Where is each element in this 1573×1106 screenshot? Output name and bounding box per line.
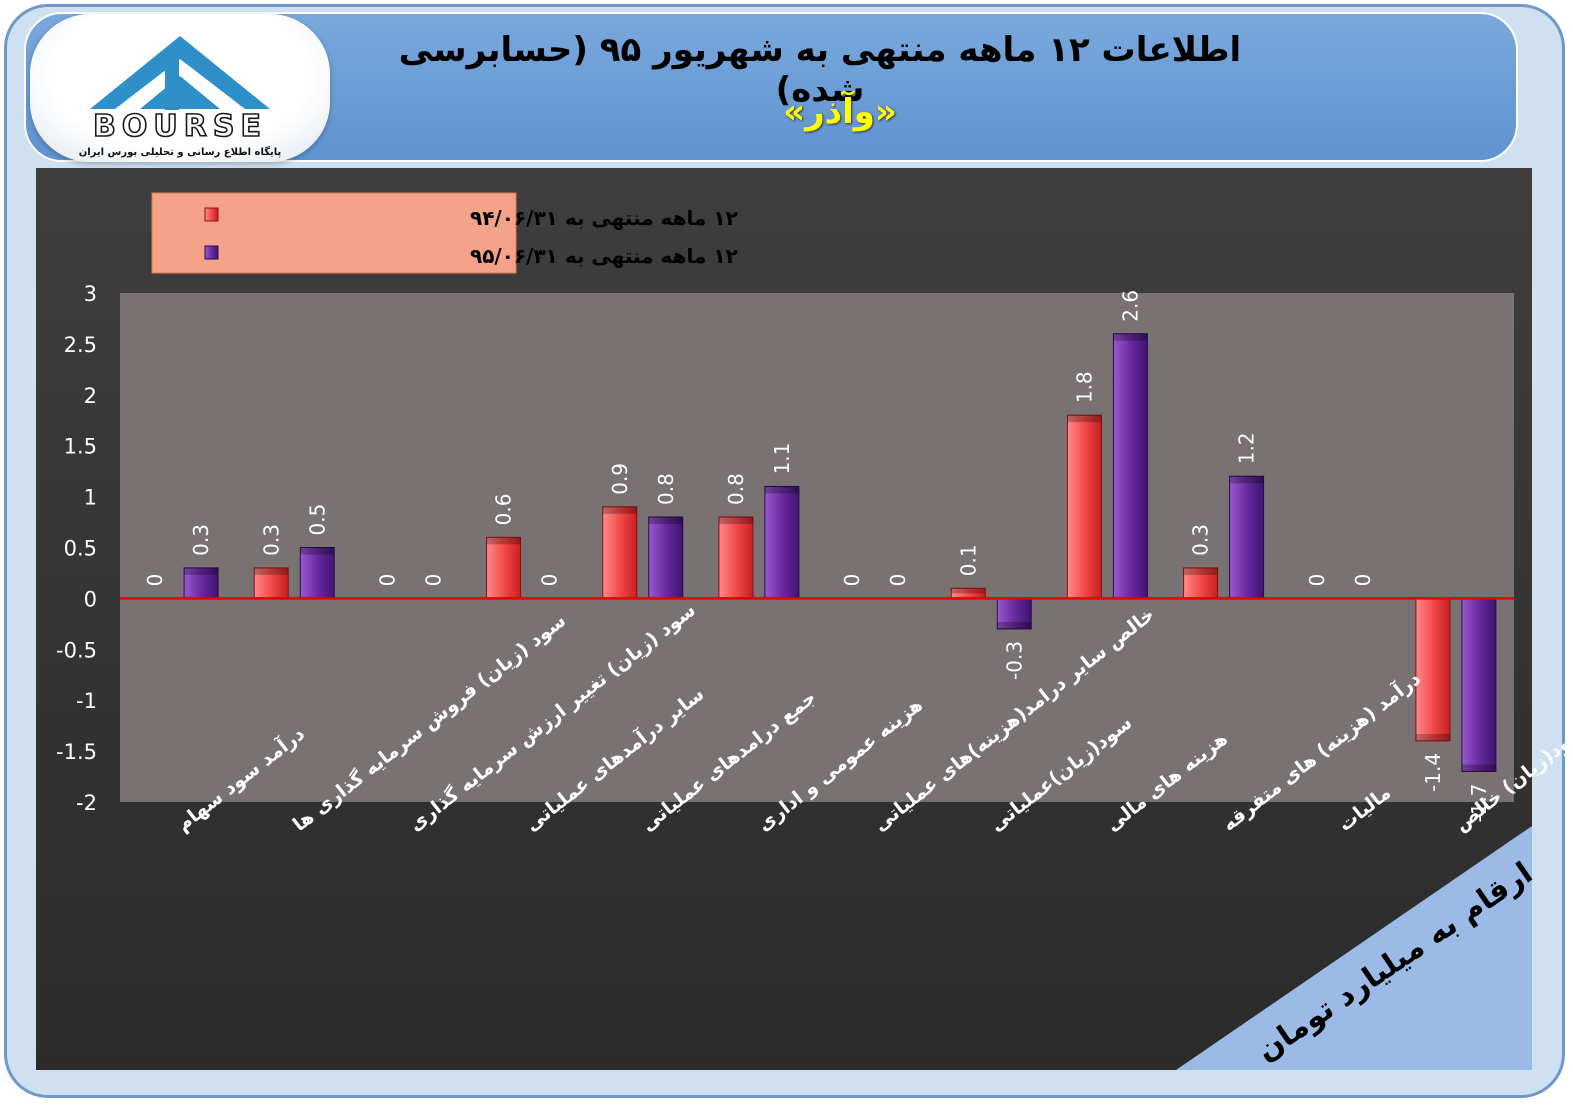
data-label-series-1: -1.4 bbox=[1421, 753, 1445, 792]
legend-swatch-series-1 bbox=[204, 207, 219, 222]
logo-name: BOURSE bbox=[93, 109, 267, 144]
legend: ۱۲ ماهه منتهی به ۹۴/۰۶/۳۱ ۱۲ ماهه منتهی … bbox=[151, 192, 738, 274]
bar-bevel bbox=[254, 567, 289, 575]
bar-series-1 bbox=[718, 516, 754, 599]
data-label-series-2: 0 bbox=[886, 574, 910, 587]
data-label-series-2: 0.5 bbox=[305, 504, 329, 536]
data-label-series-2: 1.2 bbox=[1235, 432, 1259, 464]
data-label-series-2: 0 bbox=[538, 574, 562, 587]
bar-series-1 bbox=[1066, 414, 1102, 599]
y-tick-label: 1 bbox=[84, 486, 97, 510]
page-subtitle: «وآذر» bbox=[783, 92, 897, 132]
bar-bevel bbox=[1183, 567, 1218, 575]
data-label-series-2: 0.3 bbox=[189, 524, 213, 556]
bar-series-2 bbox=[648, 516, 684, 599]
bar-bevel bbox=[1461, 764, 1496, 772]
bar-bevel bbox=[1229, 476, 1264, 484]
units-ribbon: ارقام به میلیارد تومان bbox=[1176, 826, 1539, 1070]
legend-swatch-series-2 bbox=[204, 245, 219, 260]
bar-bevel bbox=[1415, 733, 1450, 741]
y-tick-label: -1.5 bbox=[56, 740, 97, 764]
bar-series-2 bbox=[764, 485, 800, 599]
data-label-series-1: 1.8 bbox=[1072, 371, 1096, 403]
y-tick-label: 0.5 bbox=[64, 537, 97, 561]
data-label-series-2: -1.7 bbox=[1467, 783, 1491, 822]
bar-bevel bbox=[648, 516, 683, 524]
data-label-series-2: -0.3 bbox=[1002, 641, 1026, 680]
data-label-series-1: 0.3 bbox=[259, 524, 283, 556]
data-label-series-2: 0 bbox=[1351, 574, 1375, 587]
bar-series-1 bbox=[602, 506, 638, 599]
data-label-series-2: 0 bbox=[421, 574, 445, 587]
data-label-series-2: 0.8 bbox=[654, 473, 678, 505]
y-tick-label: -0.5 bbox=[56, 638, 97, 662]
y-tick-label: 2 bbox=[84, 384, 97, 408]
page-title: اطلاعات ۱۲ ماهه منتهی به شهریور ۹۵ (حساب… bbox=[398, 30, 1242, 110]
bar-series-1 bbox=[486, 536, 522, 599]
y-tick-label: 1.5 bbox=[64, 435, 97, 459]
data-label-series-1: 0.3 bbox=[1189, 524, 1213, 556]
plot-area bbox=[120, 293, 1514, 802]
bar-series-2 bbox=[1112, 333, 1148, 599]
bar-bevel bbox=[1067, 415, 1102, 423]
bar-series-2 bbox=[1229, 475, 1265, 599]
data-label-series-1: 0 bbox=[840, 574, 864, 587]
legend-label-series-2: ۱۲ ماهه منتهی به ۹۵/۰۶/۳۱ bbox=[470, 244, 738, 268]
data-label-series-2: 1.1 bbox=[770, 443, 794, 475]
logo-graphic: BOURSE پایگاه اطلاع رسانی و تحلیلی بورس … bbox=[79, 36, 282, 158]
logo: BOURSE پایگاه اطلاع رسانی و تحلیلی بورس … bbox=[30, 14, 330, 162]
y-tick-label: 0 bbox=[84, 587, 97, 611]
data-label-series-2: 2.6 bbox=[1118, 290, 1142, 322]
y-tick-label: 3 bbox=[84, 282, 97, 306]
data-label-series-1: 0.6 bbox=[492, 494, 516, 526]
bar-series-1 bbox=[1415, 597, 1451, 742]
bar-bevel bbox=[951, 588, 986, 594]
bar-series-2 bbox=[299, 547, 335, 599]
bar-series-2 bbox=[183, 567, 219, 599]
bar-bevel bbox=[300, 547, 335, 555]
legend-box bbox=[151, 192, 517, 274]
units-ribbon-shape bbox=[1176, 826, 1532, 1070]
data-label-series-1: 0.9 bbox=[608, 463, 632, 495]
y-tick-label: -1 bbox=[76, 689, 97, 713]
y-tick-label: 2.5 bbox=[64, 333, 97, 357]
data-label-series-1: 0.1 bbox=[956, 544, 980, 576]
bar-series-1 bbox=[253, 567, 289, 599]
bar-series-2 bbox=[996, 597, 1032, 630]
bar-bevel bbox=[602, 506, 637, 514]
legend-label-series-1: ۱۲ ماهه منتهی به ۹۴/۰۶/۳۱ bbox=[470, 206, 738, 230]
bar-series-2 bbox=[1461, 597, 1497, 772]
logo-tagline: پایگاه اطلاع رسانی و تحلیلی بورس ایران bbox=[79, 145, 282, 158]
bar-series-1 bbox=[1183, 567, 1219, 599]
bar-bevel bbox=[1113, 333, 1148, 341]
data-label-series-1: 0 bbox=[375, 574, 399, 587]
bar-bevel bbox=[184, 567, 219, 575]
y-tick-label: -2 bbox=[76, 791, 97, 815]
bar-bevel bbox=[718, 516, 753, 524]
data-label-series-1: 0 bbox=[1305, 574, 1329, 587]
bar-bevel bbox=[764, 486, 799, 494]
data-label-series-1: 0 bbox=[143, 574, 167, 587]
bar-bevel bbox=[997, 621, 1032, 629]
bar-bevel bbox=[486, 537, 521, 545]
data-label-series-1: 0.8 bbox=[724, 473, 748, 505]
